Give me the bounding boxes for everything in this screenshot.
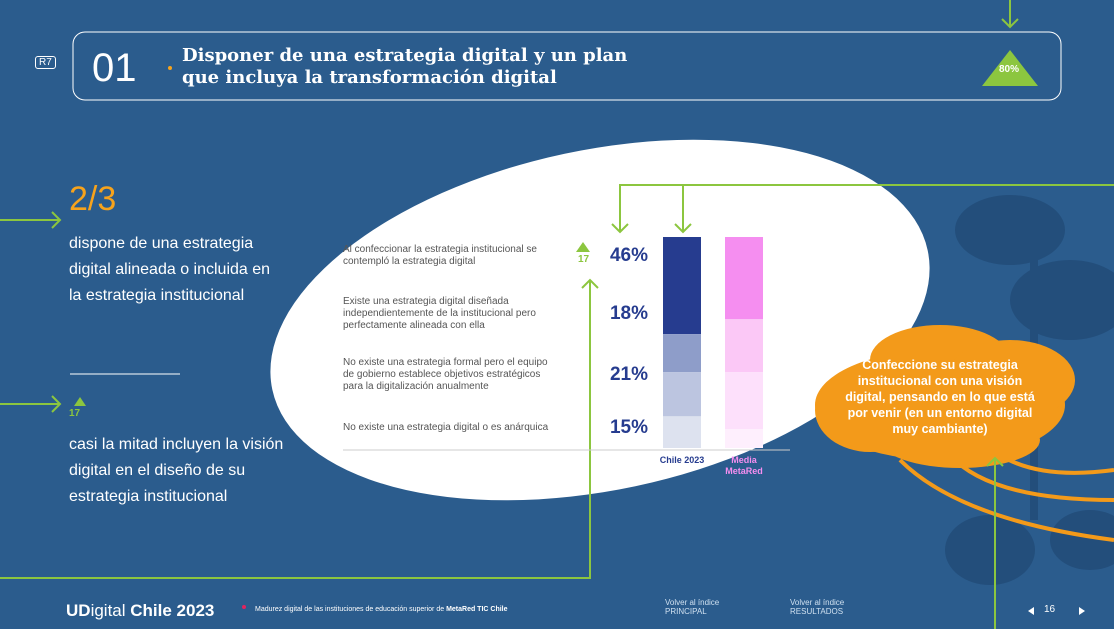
indicator-triangle [576,242,590,252]
badge: 80% [998,64,1019,75]
link-line[interactable]: Volver al índice [665,598,720,607]
badge-triangle [982,50,1038,86]
link-line[interactable]: Volver al índice [790,598,845,607]
title-line: que incluya la transformación digital [182,67,557,88]
value-label: 21% [609,364,648,385]
white-blob [270,139,930,501]
legend-label: No existe una estrategia formal pero el … [343,357,548,392]
section-tag: R7 [35,56,56,69]
arrow-head [1001,18,1019,29]
value-label: 15% [609,417,648,438]
dot [168,66,172,70]
brand-rest: igital [90,601,126,620]
bar-segment [663,416,701,448]
brand: UDigital Chile 2023 [66,601,214,621]
bar-segment [725,237,763,320]
indicator: 17 [69,408,81,419]
callout: Confeccione su estrategia institucional … [845,358,1035,436]
category-label: Chile 2023 [659,455,705,465]
category-label: Media MetaRed [725,455,763,476]
indicator-text: casi la mitad incluyen la visión digital… [69,436,284,505]
link-line[interactable]: RESULTADOS [790,607,844,616]
legend-label: No existe una estrategia digital o es an… [343,422,549,433]
stat: 2/3 [69,180,117,218]
nav-prev[interactable] [1028,607,1034,615]
brand-year: Chile 2023 [130,601,215,620]
indicator-triangle [74,397,86,406]
brand-ud: UD [66,601,91,620]
link[interactable]: Volver al índice PRINCIPAL [665,598,719,616]
nav-next[interactable] [1079,607,1085,615]
page-number: 16 [1044,604,1056,615]
bar-segment [725,319,763,373]
subtitle-bold: MetaRed TIC Chile [446,606,508,613]
connectors [0,184,1114,629]
legend-label: Existe una estrategia digital diseñada i… [343,296,536,331]
link-line[interactable]: PRINCIPAL [665,607,707,616]
trees [945,195,1114,585]
chart-indicator: 17 [578,254,590,265]
section-number: 01 [92,46,137,90]
bar-segment [663,237,701,335]
bar-segment [663,334,701,373]
dot [242,605,246,609]
link[interactable]: Volver al índice RESULTADOS [790,598,844,616]
orange-cloud [815,325,1075,468]
title-line: Disponer de una estrategia digital y un … [182,45,628,66]
value-label: 18% [609,303,648,324]
section-title: Disponer de una estrategia digital y un … [182,45,627,89]
value-label: 46% [609,245,648,266]
legend-label: Al confeccionar la estrategia institucio… [343,244,537,267]
subtitle-text: Madurez digital de las instituciones de … [255,606,447,613]
bar-segment [725,429,763,448]
stacked-bar-chart [663,237,763,448]
header-box [72,31,1062,101]
bar-segment [725,372,763,430]
bar-segment [663,372,701,417]
stat-text: dispone de una estrategia digital alinea… [69,235,271,304]
footer-subtitle: Madurez digital de las instituciones de … [255,606,508,613]
